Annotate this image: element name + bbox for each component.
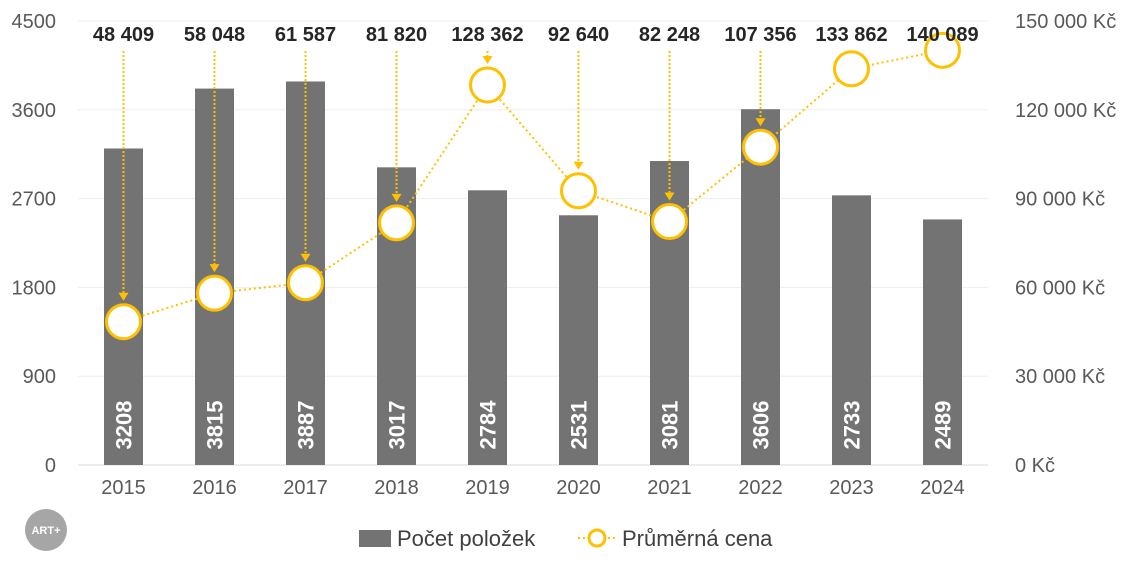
bar-value-label: 3208 bbox=[112, 401, 137, 450]
right-axis: 0 Kč 30 000 Kč 60 000 Kč 90 000 Kč 120 000 K… bbox=[1015, 11, 1116, 477]
line-marker bbox=[924, 31, 961, 69]
x-tick-label: 2020 bbox=[556, 477, 601, 499]
line-path bbox=[123, 49, 943, 323]
bar-value-label: 3017 bbox=[385, 401, 410, 450]
y-left-tick-label: 4500 bbox=[12, 11, 57, 33]
arrow-head bbox=[664, 192, 675, 201]
art-plus-logo: ART+ bbox=[25, 509, 67, 551]
line-value-label: 140 089 bbox=[906, 24, 978, 46]
bar bbox=[923, 219, 962, 465]
y-left-tick-label: 1800 bbox=[12, 277, 57, 299]
legend: Počet položek Průměrná cena bbox=[359, 526, 773, 551]
line-marker bbox=[469, 66, 506, 104]
y-right-tick-label: 30 000 Kč bbox=[1015, 366, 1105, 388]
bar bbox=[741, 109, 780, 465]
arrow-head bbox=[300, 253, 311, 262]
y-left-tick-label: 3600 bbox=[12, 100, 57, 122]
line-marker bbox=[378, 204, 415, 242]
line-value-label: 81 820 bbox=[366, 24, 427, 46]
line-marker bbox=[742, 128, 779, 166]
line-labels: 48 409 58 048 61 587 81 820 128 362 92 640 82 … bbox=[93, 24, 979, 46]
line-marker bbox=[287, 264, 324, 302]
bar-value-label: 2531 bbox=[567, 401, 592, 450]
line-marker bbox=[105, 303, 142, 341]
left-axis: 0 900 1800 2700 3600 4500 bbox=[12, 11, 57, 477]
bar bbox=[559, 215, 598, 465]
x-axis: 2015 2016 2017 2018 2019 2020 2021 2022 2023 2024 bbox=[101, 477, 965, 499]
y-left-tick-label: 900 bbox=[23, 366, 56, 388]
line-value-label: 61 587 bbox=[275, 24, 336, 46]
arrow-head bbox=[755, 118, 766, 127]
bar-value-label: 2784 bbox=[476, 400, 501, 450]
x-tick-label: 2015 bbox=[101, 477, 146, 499]
line-marker bbox=[833, 50, 870, 88]
bar-value-label: 2489 bbox=[931, 401, 956, 450]
arrow-head bbox=[209, 264, 220, 273]
y-right-tick-label: 150 000 Kč bbox=[1015, 11, 1116, 33]
x-tick-label: 2018 bbox=[374, 477, 419, 499]
line-value-label: 107 356 bbox=[724, 24, 796, 46]
y-right-tick-label: 0 Kč bbox=[1015, 455, 1055, 477]
bar-value-label: 3606 bbox=[749, 401, 774, 450]
bar-value-label: 3815 bbox=[203, 401, 228, 450]
bar-value-label: 2733 bbox=[840, 401, 865, 450]
line-value-label: 128 362 bbox=[451, 24, 523, 46]
arrow-head bbox=[573, 161, 584, 170]
line-value-label: 48 409 bbox=[93, 24, 154, 46]
x-tick-label: 2024 bbox=[920, 477, 965, 499]
legend-swatch-bar bbox=[359, 530, 391, 547]
arrow-head bbox=[118, 292, 129, 301]
bar-labels: 3208 3815 3887 3017 2784 2531 3081 3606 2733 2489 bbox=[112, 400, 956, 450]
x-tick-label: 2019 bbox=[465, 477, 510, 499]
legend-marker-line bbox=[587, 528, 607, 548]
y-left-tick-label: 0 bbox=[45, 455, 56, 477]
x-tick-label: 2022 bbox=[738, 477, 783, 499]
line-value-label: 58 048 bbox=[184, 24, 245, 46]
y-left-tick-label: 2700 bbox=[12, 189, 57, 211]
x-tick-label: 2017 bbox=[283, 477, 328, 499]
bar bbox=[832, 195, 871, 465]
legend-label-bar: Počet položek bbox=[397, 526, 536, 551]
line-value-label: 82 248 bbox=[639, 24, 700, 46]
arrow-head bbox=[482, 56, 493, 65]
line-marker bbox=[196, 274, 233, 312]
line-marker bbox=[560, 172, 597, 210]
x-tick-label: 2016 bbox=[192, 477, 237, 499]
label-arrows bbox=[118, 51, 766, 301]
y-right-tick-label: 90 000 Kč bbox=[1015, 189, 1105, 211]
line-marker bbox=[651, 203, 688, 241]
logo-text: ART+ bbox=[31, 525, 60, 537]
bar-value-label: 3887 bbox=[294, 401, 319, 450]
y-right-tick-label: 60 000 Kč bbox=[1015, 277, 1105, 299]
bar-value-label: 3081 bbox=[658, 401, 683, 450]
line-value-label: 92 640 bbox=[548, 24, 609, 46]
x-tick-label: 2021 bbox=[647, 477, 692, 499]
x-tick-label: 2023 bbox=[829, 477, 874, 499]
y-right-tick-label: 120 000 Kč bbox=[1015, 100, 1116, 122]
bar bbox=[468, 190, 507, 465]
line-series bbox=[105, 31, 961, 341]
legend-label-line: Průměrná cena bbox=[622, 526, 773, 551]
arrow-head bbox=[391, 193, 402, 202]
line-value-label: 133 862 bbox=[815, 24, 887, 46]
